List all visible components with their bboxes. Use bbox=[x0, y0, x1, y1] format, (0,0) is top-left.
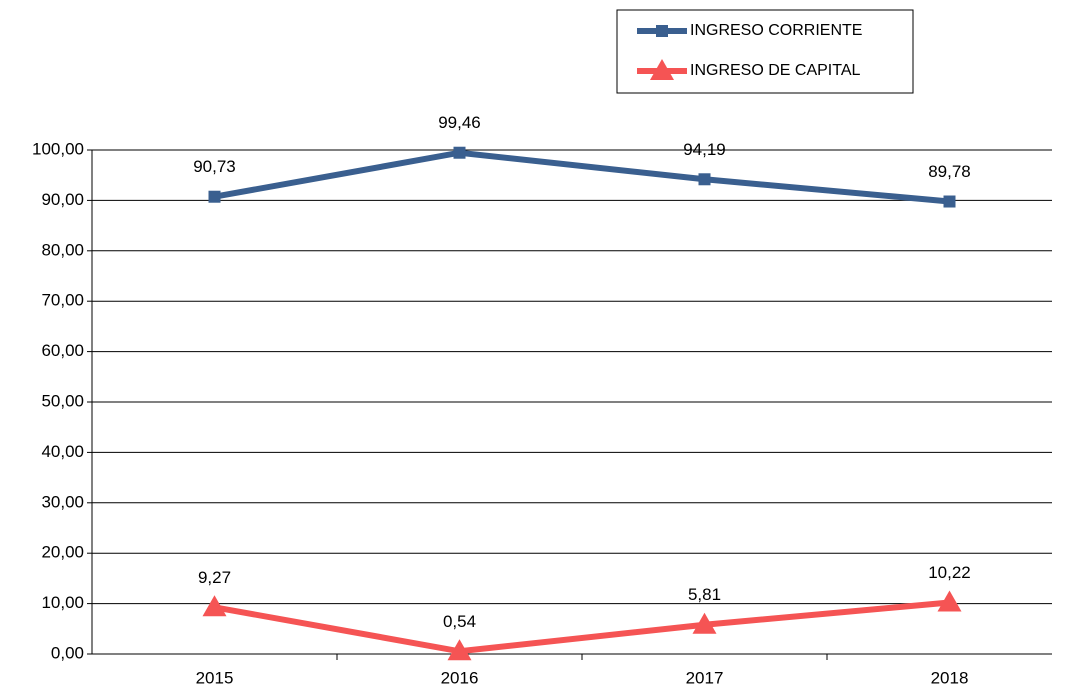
series-line bbox=[213, 149, 950, 205]
point bbox=[202, 595, 227, 617]
data-label: 90,73 bbox=[193, 157, 236, 176]
y-tick-label: 100,00 bbox=[32, 139, 84, 158]
data-label: 0,54 bbox=[443, 612, 476, 631]
x-tick-label: 2015 bbox=[196, 668, 234, 687]
data-label: 9,27 bbox=[198, 568, 231, 587]
point bbox=[937, 590, 962, 612]
legend-label: INGRESO DE CAPITAL bbox=[690, 62, 861, 79]
data-label: 5,81 bbox=[688, 585, 721, 604]
y-tick-label: 30,00 bbox=[41, 492, 84, 511]
data-label: 89,78 bbox=[928, 162, 971, 181]
y-tick-label: 10,00 bbox=[41, 593, 84, 612]
y-tick-label: 0,00 bbox=[51, 643, 84, 662]
data-label: 10,22 bbox=[928, 563, 971, 582]
x-tick-label: 2018 bbox=[931, 668, 969, 687]
point bbox=[447, 639, 472, 661]
data-label: 99,46 bbox=[438, 113, 481, 132]
point bbox=[943, 195, 956, 208]
y-tick-label: 80,00 bbox=[41, 240, 84, 259]
x-tick-label: 2016 bbox=[441, 668, 479, 687]
legend-marker bbox=[656, 25, 668, 37]
x-tick-label: 2017 bbox=[686, 668, 724, 687]
point bbox=[453, 146, 466, 159]
point bbox=[692, 612, 717, 634]
y-tick-label: 40,00 bbox=[41, 442, 84, 461]
legend-marker bbox=[650, 59, 674, 80]
point bbox=[698, 173, 711, 186]
y-tick-label: 60,00 bbox=[41, 341, 84, 360]
legend-label: INGRESO CORRIENTE bbox=[690, 22, 862, 39]
y-tick-label: 70,00 bbox=[41, 291, 84, 310]
y-tick-label: 90,00 bbox=[41, 190, 84, 209]
series-line bbox=[213, 599, 950, 655]
y-tick-label: 20,00 bbox=[41, 543, 84, 562]
data-label: 94,19 bbox=[683, 140, 726, 159]
y-tick-label: 50,00 bbox=[41, 391, 84, 410]
point bbox=[208, 190, 221, 203]
